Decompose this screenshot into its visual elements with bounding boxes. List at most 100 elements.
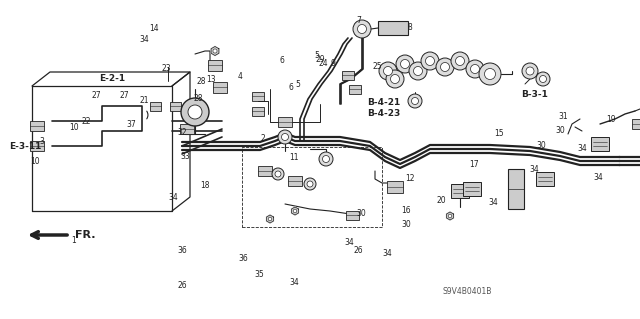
Text: 34: 34 xyxy=(593,173,604,182)
Text: 31: 31 xyxy=(558,112,568,121)
Text: 3: 3 xyxy=(39,137,44,146)
Text: 24: 24 xyxy=(318,59,328,68)
Text: 30: 30 xyxy=(401,220,412,229)
Circle shape xyxy=(448,214,452,218)
Text: 13: 13 xyxy=(206,75,216,84)
Bar xyxy=(150,101,161,110)
Text: 34: 34 xyxy=(344,238,354,247)
Circle shape xyxy=(484,69,495,79)
Bar xyxy=(508,169,524,209)
Circle shape xyxy=(358,25,367,33)
Circle shape xyxy=(272,168,284,180)
Text: 25: 25 xyxy=(372,63,383,71)
Text: 35: 35 xyxy=(254,270,264,279)
Circle shape xyxy=(319,152,333,166)
Bar xyxy=(591,137,609,151)
Text: 17: 17 xyxy=(468,160,479,169)
Text: 7: 7 xyxy=(356,16,361,25)
Text: 29: 29 xyxy=(315,55,325,63)
Bar xyxy=(536,172,554,186)
Text: 32: 32 xyxy=(177,128,188,137)
Text: 1: 1 xyxy=(71,236,76,245)
Bar xyxy=(349,85,361,93)
Bar xyxy=(30,121,44,131)
Text: 30: 30 xyxy=(536,141,546,150)
Circle shape xyxy=(275,171,281,177)
Circle shape xyxy=(466,60,484,78)
Text: 2: 2 xyxy=(260,134,265,143)
Text: 5: 5 xyxy=(295,80,300,89)
Circle shape xyxy=(522,63,538,79)
Text: 30: 30 xyxy=(555,126,565,135)
Circle shape xyxy=(421,52,439,70)
Bar xyxy=(463,182,481,196)
Text: 33: 33 xyxy=(180,152,191,161)
Text: 34: 34 xyxy=(577,144,588,153)
Bar xyxy=(632,119,640,129)
Circle shape xyxy=(386,70,404,88)
Text: 26: 26 xyxy=(177,281,188,290)
Circle shape xyxy=(396,55,414,73)
Bar xyxy=(378,21,408,35)
Bar xyxy=(342,70,354,79)
Circle shape xyxy=(526,67,534,75)
Text: 34: 34 xyxy=(289,278,300,287)
Text: 34: 34 xyxy=(382,249,392,258)
Bar xyxy=(252,107,264,115)
Text: 26: 26 xyxy=(353,246,364,255)
Text: 37: 37 xyxy=(126,120,136,129)
Circle shape xyxy=(470,64,479,73)
Bar xyxy=(30,141,44,151)
Text: B-3-1: B-3-1 xyxy=(521,90,548,99)
Bar xyxy=(278,117,292,127)
Text: 36: 36 xyxy=(177,246,188,255)
Text: 22: 22 xyxy=(82,117,91,126)
Polygon shape xyxy=(292,207,298,215)
Circle shape xyxy=(293,209,297,213)
Text: 5: 5 xyxy=(314,51,319,60)
Text: 34: 34 xyxy=(529,165,540,174)
Text: S9V4B0401B: S9V4B0401B xyxy=(442,287,492,296)
Bar xyxy=(180,124,194,134)
Circle shape xyxy=(383,66,392,76)
Circle shape xyxy=(408,94,422,108)
Polygon shape xyxy=(266,215,273,223)
Bar xyxy=(451,184,469,198)
Circle shape xyxy=(323,155,330,162)
Bar xyxy=(288,176,302,186)
Text: E-3-11: E-3-11 xyxy=(10,142,42,151)
Circle shape xyxy=(188,105,202,119)
Circle shape xyxy=(413,66,422,76)
Text: B-4-21: B-4-21 xyxy=(367,98,401,107)
Bar xyxy=(387,181,403,193)
Text: 4: 4 xyxy=(237,72,243,81)
Bar xyxy=(252,92,264,100)
Circle shape xyxy=(213,49,217,53)
Circle shape xyxy=(401,60,410,69)
Text: 8: 8 xyxy=(407,23,412,32)
Text: 16: 16 xyxy=(401,206,412,215)
Text: 11: 11 xyxy=(290,153,299,162)
Text: 14: 14 xyxy=(148,24,159,33)
Circle shape xyxy=(436,58,454,76)
Text: 9: 9 xyxy=(330,59,335,68)
Circle shape xyxy=(353,20,371,38)
Circle shape xyxy=(268,217,272,221)
Circle shape xyxy=(304,178,316,190)
Text: 34: 34 xyxy=(168,193,178,202)
Text: 34: 34 xyxy=(488,198,498,207)
Text: 27: 27 xyxy=(91,91,101,100)
Bar xyxy=(258,166,272,176)
Text: 34: 34 xyxy=(139,35,149,44)
Circle shape xyxy=(540,76,547,83)
Text: 21: 21 xyxy=(140,96,148,105)
Circle shape xyxy=(440,63,449,71)
Bar xyxy=(346,211,358,219)
Circle shape xyxy=(379,62,397,80)
Circle shape xyxy=(456,56,465,65)
Text: 6: 6 xyxy=(289,83,294,92)
Text: 10: 10 xyxy=(68,123,79,132)
Circle shape xyxy=(412,98,419,105)
Bar xyxy=(208,60,222,70)
Text: E-2-1: E-2-1 xyxy=(99,74,125,83)
